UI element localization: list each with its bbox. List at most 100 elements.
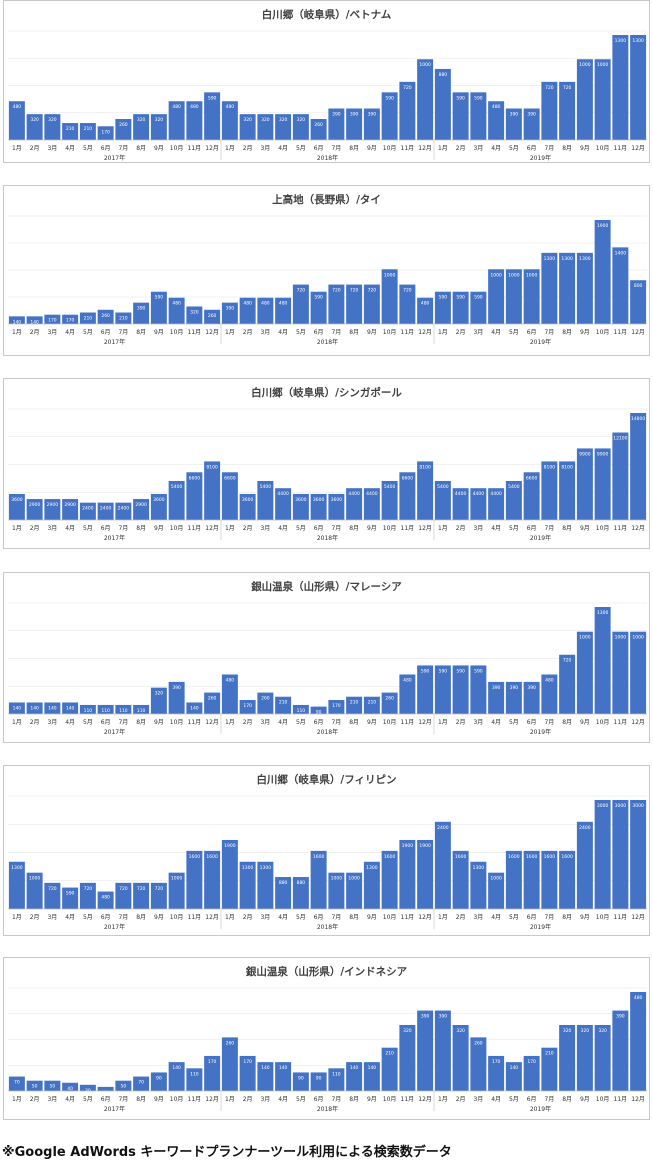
x-tick-label: 2月 (30, 719, 40, 726)
bar (381, 1047, 398, 1091)
data-label: 12100 (613, 436, 627, 442)
data-label: 480 (403, 677, 412, 683)
data-label: 3600 (313, 497, 325, 503)
x-tick-label: 12月 (631, 525, 645, 532)
chart-panel-5: 白川郷（岐阜県）/フィリピン 1300 1000 720 590 720 480 720 72… (3, 765, 650, 936)
data-label: 4400 (366, 491, 378, 497)
bar (576, 1025, 593, 1091)
data-label: 320 (155, 691, 164, 697)
bar (470, 92, 487, 140)
bar (26, 702, 43, 714)
data-label: 260 (119, 122, 128, 128)
bar (488, 1055, 505, 1091)
x-tick-label: 4月 (278, 1096, 288, 1103)
bar (434, 480, 451, 520)
data-label: 170 (66, 318, 75, 324)
x-tick-label: 8月 (562, 1096, 572, 1103)
bar (559, 1025, 576, 1091)
data-label: 1300 (11, 865, 23, 871)
x-tick-label: 11月 (401, 145, 415, 152)
year-label: 2019年 (530, 338, 551, 346)
x-tick-label: 9月 (154, 525, 164, 532)
data-label: 1600 (455, 854, 467, 860)
data-label: 8100 (419, 464, 431, 470)
data-label: 1300 (242, 865, 254, 871)
x-tick-label: 5月 (83, 914, 93, 921)
data-label: 260 (385, 696, 394, 702)
bar (186, 1068, 203, 1091)
bar (541, 461, 558, 520)
x-tick-label: 4月 (65, 145, 75, 152)
x-tick-label: 8月 (562, 719, 572, 726)
x-tick-label: 10月 (383, 145, 397, 152)
data-label: 50 (121, 1084, 127, 1090)
x-tick-label: 6月 (314, 1096, 324, 1103)
data-label: 110 (84, 708, 93, 714)
x-tick-label: 9月 (367, 525, 377, 532)
x-tick-label: 1月 (225, 1096, 235, 1103)
bar (630, 280, 647, 324)
data-label: 5400 (508, 484, 520, 490)
data-label: 590 (314, 295, 323, 301)
data-label: 1600 (526, 854, 538, 860)
bar (381, 692, 398, 714)
x-tick-label: 6月 (527, 329, 537, 336)
data-label: 260 (261, 696, 270, 702)
x-tick-label: 7月 (544, 145, 554, 152)
data-label: 320 (155, 117, 164, 123)
data-label: 390 (137, 306, 146, 312)
data-label: 5400 (384, 484, 396, 490)
bar (381, 480, 398, 520)
bar (417, 461, 434, 520)
x-tick-label: 3月 (260, 914, 270, 921)
data-label: 720 (563, 85, 572, 91)
data-label: 390 (332, 112, 341, 118)
bar (204, 1055, 221, 1091)
x-tick-label: 1月 (225, 914, 235, 921)
x-tick-label: 6月 (527, 1096, 537, 1103)
data-label: 1600 (313, 854, 325, 860)
bar (239, 861, 256, 909)
bar (328, 1068, 345, 1091)
bar-chart-1: 480 320 320 210 210 170 260 320 320 480 480 590 480 3… (8, 30, 647, 162)
bar (44, 499, 61, 520)
data-label: 390 (172, 685, 181, 691)
data-label: 3000 (597, 803, 609, 809)
x-tick-label: 3月 (47, 145, 57, 152)
x-tick-label: 9月 (367, 329, 377, 336)
x-tick-label: 3月 (47, 525, 57, 532)
bar-chart-6: 7050504030205070901401101702601701401409… (8, 987, 647, 1113)
data-label: 590 (439, 295, 448, 301)
x-tick-label: 1月 (12, 1096, 22, 1103)
data-label: 1300 (260, 865, 272, 871)
data-label: 210 (385, 1051, 394, 1057)
x-tick-label: 7月 (544, 329, 554, 336)
x-tick-label: 8月 (349, 914, 359, 921)
bar (115, 312, 132, 324)
data-label: 320 (137, 117, 146, 123)
bar (275, 696, 292, 714)
bar (559, 252, 576, 324)
data-label: 480 (634, 995, 643, 1001)
x-tick-label: 1月 (12, 525, 22, 532)
data-label: 1300 (597, 610, 609, 616)
x-tick-label: 12月 (418, 914, 432, 921)
x-tick-label: 12月 (631, 719, 645, 726)
bar (275, 297, 292, 324)
bar (44, 314, 61, 324)
x-tick-label: 1月 (438, 719, 448, 726)
bar (488, 872, 505, 909)
x-tick-label: 7月 (118, 525, 128, 532)
bar-chart-5: 1300 1000 720 590 720 480 720 720 720 1000 1600 160… (8, 795, 647, 931)
bar (239, 700, 256, 714)
x-tick-label: 9月 (580, 329, 590, 336)
bar (434, 665, 451, 714)
data-label: 260 (474, 1040, 483, 1046)
data-label: 590 (208, 95, 217, 101)
chart-title: 上高地（長野県）/タイ (272, 194, 381, 206)
bar (26, 499, 43, 520)
bar (505, 681, 522, 714)
data-label: 4400 (277, 491, 289, 497)
bar (399, 839, 416, 909)
data-label: 1000 (632, 635, 644, 641)
